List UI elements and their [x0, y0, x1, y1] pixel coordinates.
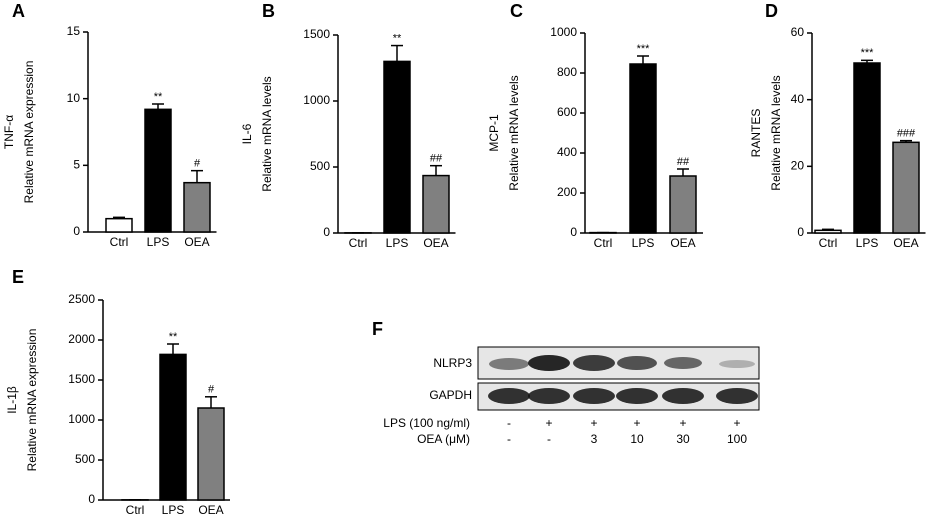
y-tick-label: 1500 [68, 372, 95, 386]
bar [814, 229, 842, 234]
x-tick-label: OEA [423, 236, 448, 250]
significance-label: # [208, 384, 215, 396]
bar [853, 62, 881, 234]
significance-label: ## [677, 156, 690, 168]
significance-label: ** [169, 331, 178, 343]
lane-label: + [679, 416, 686, 430]
x-tick-label: LPS [147, 235, 170, 249]
significance-label: *** [637, 43, 651, 55]
y-axis-label: MCP-1 [487, 114, 501, 152]
x-tick-label: Ctrl [594, 236, 613, 250]
x-tick-label: Ctrl [110, 235, 129, 249]
y-tick-label: 1500 [303, 27, 330, 41]
lane-label: + [545, 416, 552, 430]
x-tick-label: LPS [386, 236, 409, 250]
x-tick-label: LPS [632, 236, 655, 250]
lane-label: - [507, 432, 511, 446]
y-tick-label: 500 [310, 159, 330, 173]
panel-letter: D [765, 1, 778, 21]
lane-label: + [733, 416, 740, 430]
x-tick-label: LPS [162, 503, 185, 517]
y-axis-label: Relative mRNA levels [260, 76, 274, 191]
bar [629, 63, 657, 234]
lane-label: 30 [676, 432, 690, 446]
y-tick-label: 2500 [68, 292, 95, 306]
bar [669, 175, 697, 234]
blot-row-label: GAPDH [429, 388, 472, 402]
y-tick-label: 20 [791, 159, 805, 173]
bar [422, 174, 450, 234]
x-tick-label: OEA [184, 235, 209, 249]
y-axis-label: RANTES [749, 109, 763, 158]
significance-label: ** [154, 91, 163, 103]
nlrp3-bands [489, 355, 755, 371]
lane-label: - [547, 432, 551, 446]
lane-label: 100 [727, 432, 747, 446]
y-tick-label: 0 [88, 492, 95, 506]
lane-label: + [590, 416, 597, 430]
significance-label: ### [897, 128, 916, 140]
y-tick-label: 0 [797, 225, 804, 239]
lane-label: + [633, 416, 640, 430]
y-tick-label: 400 [557, 145, 577, 159]
y-tick-label: 15 [67, 24, 81, 38]
x-tick-label: OEA [198, 503, 223, 517]
y-tick-label: 600 [557, 105, 577, 119]
significance-label: *** [861, 47, 875, 59]
y-tick-label: 0 [570, 225, 577, 239]
y-tick-label: 500 [75, 452, 95, 466]
y-axis-label: Relative mRNA expression [25, 329, 39, 472]
panel-letter: B [262, 1, 275, 21]
y-tick-label: 0 [73, 224, 80, 238]
significance-label: ## [430, 153, 443, 165]
y-axis-label: Relative mRNA expression [22, 61, 36, 204]
lane-label: 10 [630, 432, 644, 446]
bar [183, 181, 211, 233]
treatment-label: OEA (μM) [417, 432, 470, 446]
y-tick-label: 200 [557, 185, 577, 199]
bar [159, 353, 187, 501]
y-tick-label: 40 [791, 92, 805, 106]
x-tick-label: Ctrl [349, 236, 368, 250]
panel-letter: C [510, 1, 523, 21]
bar [892, 141, 920, 234]
blot-row-label: NLRP3 [433, 356, 472, 370]
y-tick-label: 10 [67, 91, 81, 105]
y-tick-label: 5 [73, 158, 80, 172]
panel-letter: A [12, 1, 25, 21]
y-axis-label: TNF-α [2, 115, 16, 149]
x-tick-label: Ctrl [126, 503, 145, 517]
y-tick-label: 60 [791, 25, 805, 39]
bar [105, 217, 133, 233]
y-tick-label: 1000 [303, 93, 330, 107]
gapdh-bands [488, 388, 758, 404]
significance-label: ** [393, 32, 402, 44]
x-tick-label: Ctrl [819, 236, 838, 250]
y-tick-label: 2000 [68, 332, 95, 346]
x-tick-label: OEA [670, 236, 695, 250]
panel-letter: F [372, 319, 383, 339]
x-tick-label: LPS [856, 236, 879, 250]
lane-label: - [507, 416, 511, 430]
y-tick-label: 0 [323, 225, 330, 239]
y-axis-label: Relative mRNA levels [507, 75, 521, 190]
x-tick-label: OEA [893, 236, 918, 250]
y-axis-label: Relative mRNA levels [769, 75, 783, 190]
bar [144, 108, 172, 233]
panel-letter: E [12, 267, 24, 287]
y-tick-label: 1000 [68, 412, 95, 426]
y-axis-label: IL-6 [240, 123, 254, 144]
treatment-label: LPS (100 ng/ml) [383, 416, 470, 430]
y-axis-label: IL-1β [5, 386, 19, 414]
y-tick-label: 1000 [550, 25, 577, 39]
bar [383, 60, 411, 234]
significance-label: # [194, 158, 201, 170]
y-tick-label: 800 [557, 65, 577, 79]
bar [197, 407, 225, 501]
lane-label: 3 [591, 432, 598, 446]
